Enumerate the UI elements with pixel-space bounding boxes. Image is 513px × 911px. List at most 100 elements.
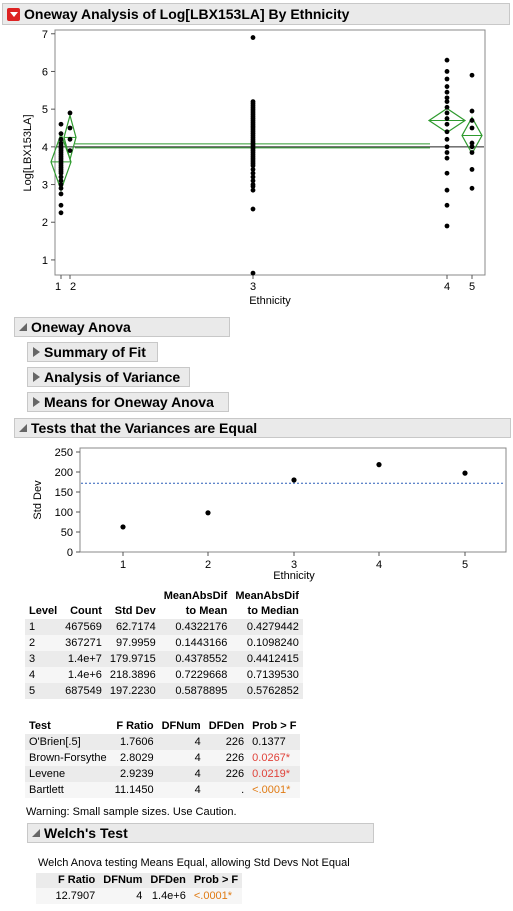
level-table-cell: 1.4e+6 xyxy=(67,669,102,681)
section-tests-variances-equal[interactable]: Tests that the Variances are Equal xyxy=(14,418,511,438)
report-title-bar: Oneway Analysis of Log[LBX153LA] By Ethn… xyxy=(2,3,510,25)
warning-text: Warning: Small sample sizes. Use Caution… xyxy=(26,806,237,818)
level-table-cell: 1.4e+7 xyxy=(67,653,102,665)
col-header-prob: Prob > F xyxy=(252,720,297,732)
std-dev-point xyxy=(462,470,468,476)
level-table-row: 5 687549 197.2230 0.5878895 0.5762852 xyxy=(25,683,303,699)
plot-y-tick-label: 4 xyxy=(42,142,48,154)
section-welch-label: Welch's Test xyxy=(44,825,128,841)
test-table-cell: 226 xyxy=(225,736,245,748)
std-dev-y-tick-label: 250 xyxy=(55,447,73,459)
data-point xyxy=(444,202,450,208)
std-dev-y-tick-label: 100 xyxy=(55,507,73,519)
test-table-cell: 4 xyxy=(194,736,201,748)
level-table-cell: 0.4279442 xyxy=(246,621,299,633)
data-point xyxy=(58,131,64,137)
section-welch-test[interactable]: Welch's Test xyxy=(27,823,374,843)
data-point xyxy=(58,202,64,208)
data-point xyxy=(444,129,450,135)
data-point xyxy=(250,187,256,193)
test-table-cell: 11.1450 xyxy=(114,784,154,796)
col-header-level: Level xyxy=(29,605,58,617)
disclosure-closed-icon[interactable] xyxy=(30,372,42,382)
section-oneway-anova-label: Oneway Anova xyxy=(31,319,131,335)
red-triangle-menu-icon[interactable] xyxy=(7,7,20,21)
std-dev-chart: 0 50 100 150 200 250 1 2 3 4 5 Std Dev Ethnicity xyxy=(32,447,507,582)
data-point xyxy=(250,35,256,40)
data-point xyxy=(469,150,475,155)
data-point xyxy=(250,99,256,105)
plot-y-tick-label: 5 xyxy=(42,104,48,116)
test-table-cell: O'Brien[.5] xyxy=(29,736,81,748)
data-point xyxy=(67,110,73,116)
disclosure-open-icon[interactable] xyxy=(17,424,29,432)
data-point xyxy=(469,118,475,123)
data-point xyxy=(444,155,450,161)
level-table-cell: 0.1098240 xyxy=(246,637,299,649)
data-point xyxy=(444,187,450,193)
data-point xyxy=(58,140,64,146)
data-point xyxy=(444,95,450,101)
test-table-cell: 0.1377 xyxy=(252,736,286,748)
data-point xyxy=(444,144,450,150)
section-means-label: Means for Oneway Anova xyxy=(44,394,214,410)
data-point xyxy=(469,144,475,150)
data-point xyxy=(444,84,450,89)
std-dev-y-tick-label: 0 xyxy=(67,547,73,559)
data-point xyxy=(469,125,475,131)
data-point xyxy=(444,150,450,155)
disclosure-open-icon[interactable] xyxy=(30,829,42,837)
section-tests-variances-label: Tests that the Variances are Equal xyxy=(31,420,258,436)
data-point xyxy=(444,116,450,121)
level-stats-table: Level Count Std Dev MeanAbsDif to Mean Me… xyxy=(25,589,303,699)
section-oneway-anova[interactable]: Oneway Anova xyxy=(14,317,230,337)
test-table-cell: 0.0267* xyxy=(252,752,291,764)
plot-y-tick-label: 7 xyxy=(42,29,48,41)
std-dev-point xyxy=(205,510,211,516)
data-point xyxy=(469,72,475,78)
test-table-cell: . xyxy=(241,784,245,796)
data-point xyxy=(250,206,256,212)
level-table-cell: 0.5762852 xyxy=(246,685,299,697)
data-point xyxy=(250,174,256,180)
col-header-std-dev: Std Dev xyxy=(114,605,156,617)
data-point xyxy=(67,136,73,142)
disclosure-closed-icon[interactable] xyxy=(30,397,42,407)
level-table-cell: 0.7139530 xyxy=(246,669,299,681)
plot-x-tick-label: 3 xyxy=(250,281,256,293)
section-summary-of-fit[interactable]: Summary of Fit xyxy=(27,342,158,362)
plot-x-tick-label: 4 xyxy=(444,281,450,293)
data-point xyxy=(58,174,64,180)
data-point xyxy=(444,136,450,142)
level-table-cell: 1 xyxy=(29,621,36,633)
data-point xyxy=(58,178,64,184)
disclosure-closed-icon[interactable] xyxy=(30,347,42,357)
disclosure-open-icon[interactable] xyxy=(17,323,29,331)
level-table-cell: 0.4412415 xyxy=(246,653,299,665)
plot-y-tick-label: 6 xyxy=(42,66,48,78)
section-analysis-of-variance-label: Analysis of Variance xyxy=(44,369,181,385)
section-analysis-of-variance[interactable]: Analysis of Variance xyxy=(27,367,190,387)
test-table-cell: Levene xyxy=(29,768,66,780)
std-dev-point xyxy=(120,524,126,530)
std-dev-y-tick-label: 50 xyxy=(61,527,73,539)
level-table-cell: 5 xyxy=(29,685,36,697)
data-point xyxy=(444,110,450,116)
data-point xyxy=(250,270,256,276)
level-table-cell: 4 xyxy=(29,669,36,681)
col-header-meanabsdif-median: MeanAbsDif to Median xyxy=(235,590,299,617)
plot-x-tick-label: 5 xyxy=(469,281,475,293)
col-header-meanabsdif-mean: MeanAbsDif to Mean xyxy=(163,590,228,617)
section-means-for-oneway-anova[interactable]: Means for Oneway Anova xyxy=(27,392,229,412)
data-point xyxy=(58,191,64,197)
data-point xyxy=(444,170,450,176)
std-dev-x-tick-label: 1 xyxy=(120,559,126,571)
level-table-cell: 687549 xyxy=(65,685,102,697)
welch-col-dfden: DFDen xyxy=(150,874,186,886)
plot-x-tick-label: 1 xyxy=(55,281,61,293)
data-point xyxy=(444,76,450,82)
test-table-cell: <.0001* xyxy=(252,784,291,796)
data-point xyxy=(250,178,256,184)
test-table-cell: 1.7606 xyxy=(119,736,154,748)
